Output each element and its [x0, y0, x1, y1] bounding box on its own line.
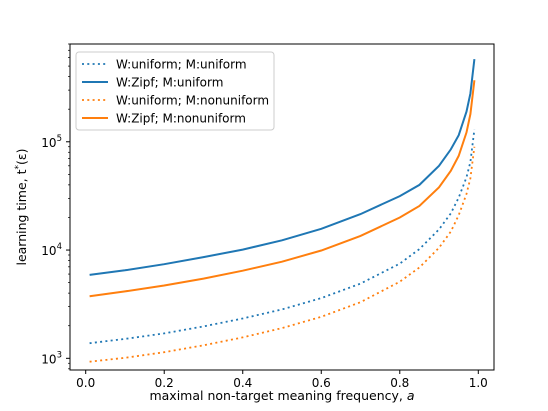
x-tick-label: 0.0 [76, 376, 95, 390]
series-line-3 [89, 146, 476, 363]
y-axis: 103 104 105 [41, 43, 70, 370]
x-tick-label: 0.6 [312, 376, 331, 390]
y-tick-label: 104 [41, 242, 62, 258]
y-axis-label: learning time, t*(ε) [14, 148, 29, 265]
y-tick-label: 105 [41, 134, 62, 150]
x-tick-label: 0.2 [155, 376, 174, 390]
series-line-2 [89, 58, 476, 276]
x-tick-label: 0.4 [233, 376, 252, 390]
legend-box [75, 51, 275, 131]
legend-label: W:Zipf; M:uniform [116, 76, 223, 90]
legend-label: W:uniform; M:uniform [116, 58, 247, 72]
series-line-4 [89, 80, 476, 298]
x-axis: 0.0 0.2 0.4 0.6 0.8 1.0 [76, 370, 488, 390]
x-axis-label: maximal non-target meaning frequency, a [149, 388, 414, 403]
y-tick-label: 103 [41, 350, 62, 366]
x-tick-label: 1.0 [469, 376, 488, 390]
x-tick-label: 0.8 [390, 376, 409, 390]
legend-label: W:Zipf; M:nonuniform [116, 112, 246, 126]
series-layer [89, 58, 476, 363]
axes-frame [69, 43, 495, 371]
legend-label: W:uniform; M:nonuniform [116, 94, 269, 108]
series-line-1 [89, 129, 476, 345]
legend: W:uniform; M:uniform W:Zipf; M:uniform W:u… [75, 51, 275, 131]
